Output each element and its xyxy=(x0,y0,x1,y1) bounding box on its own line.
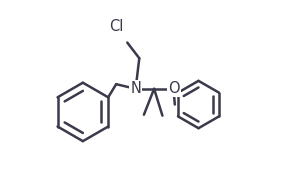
Text: O: O xyxy=(168,81,179,96)
Text: Cl: Cl xyxy=(109,19,123,34)
Text: N: N xyxy=(130,81,141,96)
